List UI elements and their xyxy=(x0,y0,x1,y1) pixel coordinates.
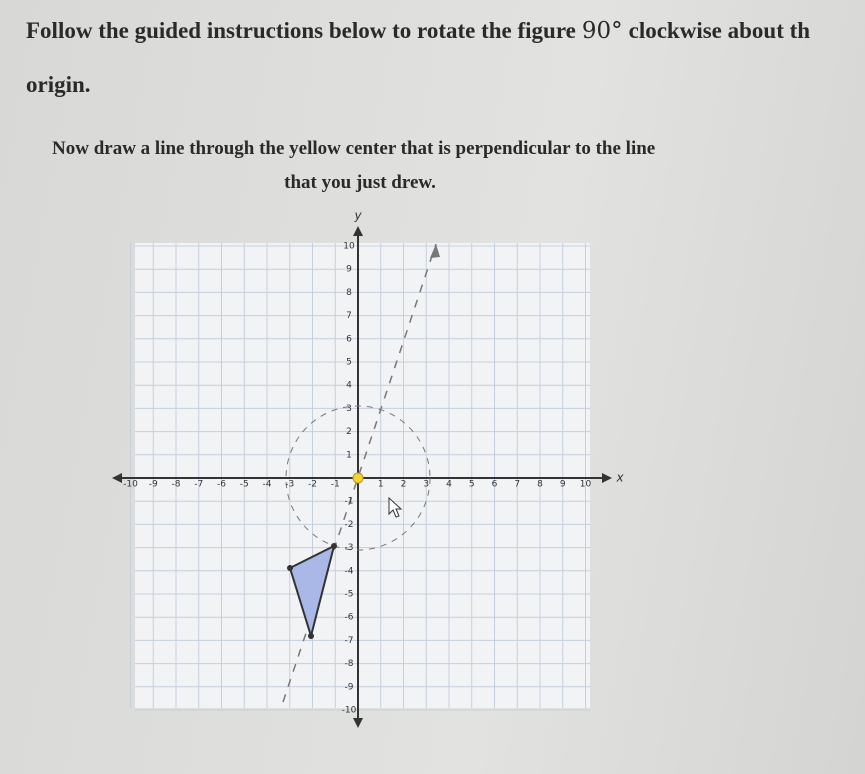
y-tick-label: 6 xyxy=(346,334,352,344)
x-tick-label: -2 xyxy=(308,480,317,490)
x-tick-label: -3 xyxy=(285,480,294,490)
y-axis-label: y xyxy=(353,209,362,223)
yellow-center[interactable] xyxy=(352,472,364,484)
y-tick-label: -4 xyxy=(345,566,354,576)
y-tick-label: -3 xyxy=(345,543,354,553)
x-tick-label: 3 xyxy=(423,480,429,490)
triangle xyxy=(288,544,336,640)
x-tick-label: 7 xyxy=(514,480,520,490)
y-tick-label: 10 xyxy=(343,242,355,252)
y-tick-label: 4 xyxy=(346,381,352,391)
x-tick-label: -9 xyxy=(149,480,158,490)
y-tick-label: -6 xyxy=(345,613,354,623)
angle: 90° xyxy=(581,18,623,44)
x-tick-label: 9 xyxy=(560,480,566,490)
y-tick-label: -9 xyxy=(345,682,354,692)
x-tick-label: -6 xyxy=(217,480,226,490)
y-tick-label: -8 xyxy=(345,659,354,669)
x-axis-label: x xyxy=(615,471,624,485)
x-tick-label: 4 xyxy=(446,480,452,490)
instruction-text: origin. xyxy=(26,72,91,97)
x-tick-label: -8 xyxy=(172,480,181,490)
y-tick-label: 5 xyxy=(346,358,352,368)
x-tick-label: -1 xyxy=(331,480,340,490)
x-tick-label: -5 xyxy=(240,480,249,490)
x-tick-label: -7 xyxy=(194,480,203,490)
vertex xyxy=(287,565,293,571)
x-tick-label: 6 xyxy=(492,480,498,490)
y-tick-label: -5 xyxy=(345,590,354,600)
instruction-text: clockwise about th xyxy=(628,18,811,43)
prompt-text: that you just drew. xyxy=(284,172,436,193)
y-tick-label: 8 xyxy=(346,288,352,298)
dashed-circle xyxy=(285,405,431,551)
y-tick-label: -10 xyxy=(342,706,357,716)
vertex xyxy=(331,543,337,549)
x-tick-label: 10 xyxy=(580,480,592,490)
x-tick-label: 8 xyxy=(537,480,543,490)
axis-arrow xyxy=(353,226,363,236)
y-tick-label: 1 xyxy=(346,450,352,460)
y-tick-label: -7 xyxy=(345,636,354,646)
prompt-text: Now draw a line through the yellow cente… xyxy=(52,138,656,159)
y-tick-label: -1 xyxy=(345,497,354,507)
instruction-text: Follow the guided instructions below to … xyxy=(26,18,576,43)
x-tick-label: 2 xyxy=(401,480,407,490)
vertex xyxy=(308,633,314,639)
x-tick-label: 5 xyxy=(469,480,475,490)
y-tick-label: 9 xyxy=(346,265,352,275)
line-arrow xyxy=(430,244,440,258)
x-tick-label: 1 xyxy=(378,480,384,490)
instruction-line: Follow the guided instructions below to … xyxy=(26,18,810,44)
x-tick-label: -10 xyxy=(123,480,138,490)
x-tick-label: -4 xyxy=(263,480,272,490)
axis-arrow xyxy=(602,473,612,483)
y-tick-label: 7 xyxy=(346,311,352,321)
y-tick-label: 3 xyxy=(346,404,352,414)
cursor xyxy=(388,496,403,518)
y-tick-label: -2 xyxy=(345,520,354,530)
axis-arrow xyxy=(112,473,122,483)
y-tick-label: 2 xyxy=(346,427,352,437)
axis-arrow xyxy=(353,718,363,728)
